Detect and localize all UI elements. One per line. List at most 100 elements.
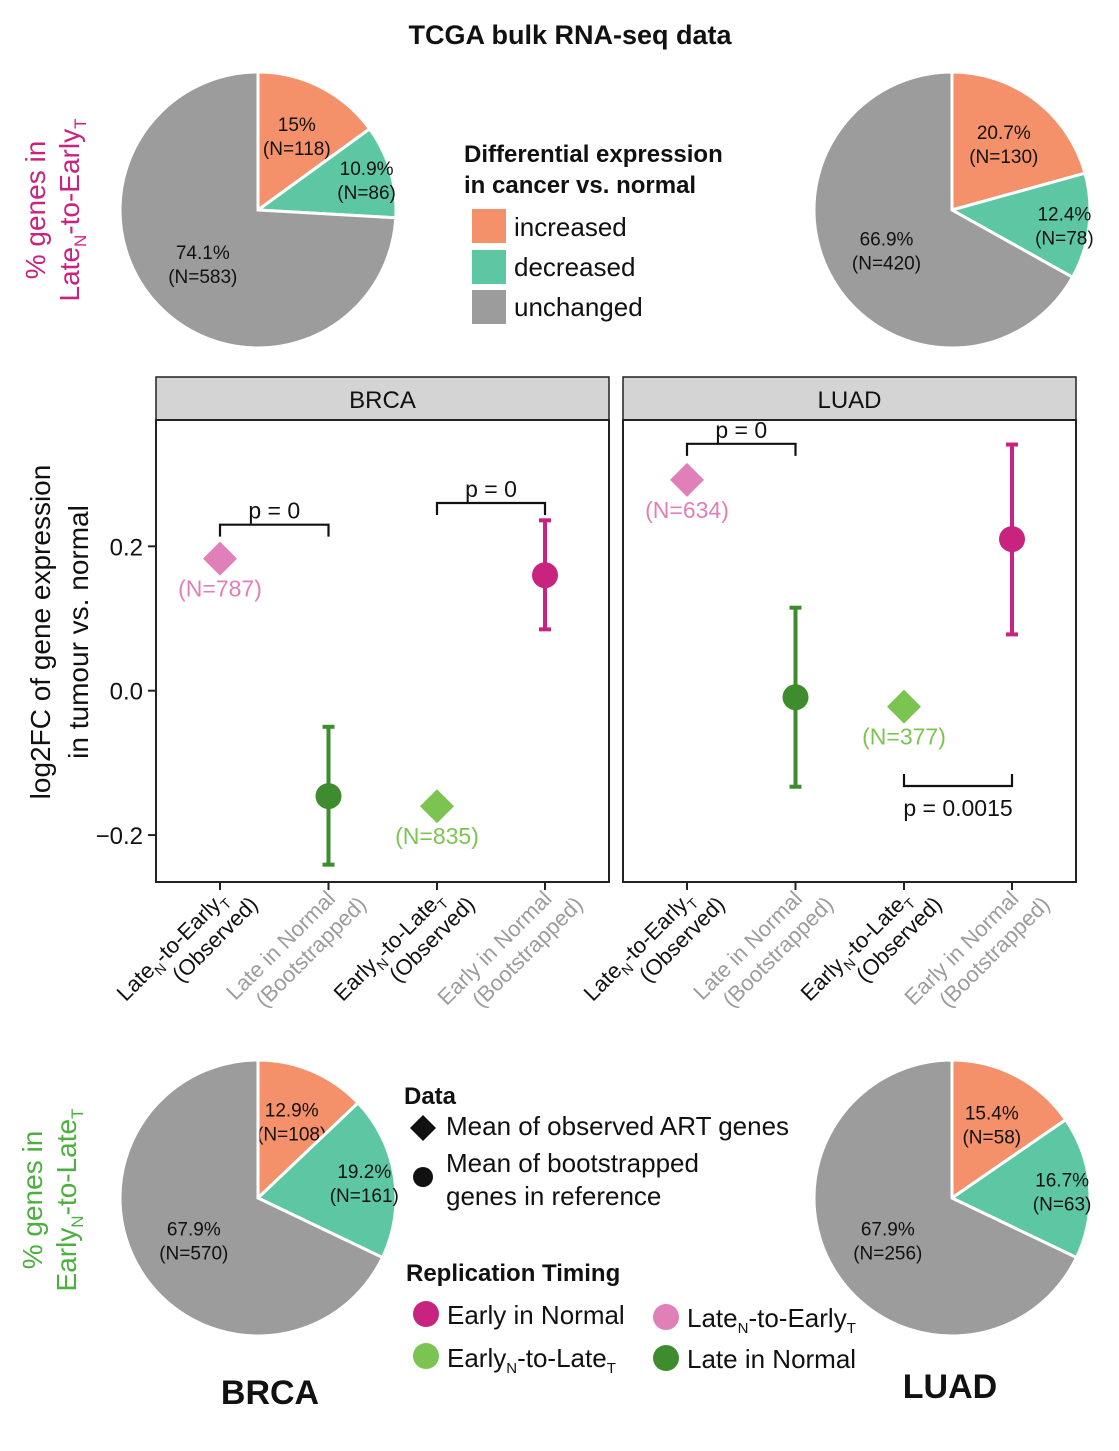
expression-legend-title-1: Differential expression — [464, 141, 723, 168]
data-legend-title: Data — [404, 1083, 457, 1110]
pie-slice-pct-label: 10.9% — [340, 159, 394, 180]
facet-label-brca: BRCA — [349, 387, 416, 414]
data-legend: Data Mean of observed ART genes Mean of … — [404, 1083, 789, 1211]
legend-diamond-label: Mean of observed ART genes — [446, 1111, 789, 1141]
mean-point-bootstrapped — [782, 684, 809, 711]
observed-count-label: (N=634) — [645, 497, 729, 523]
pie-slice-decreased — [255, 1100, 398, 1260]
observed-count-label: (N=787) — [178, 576, 262, 602]
pie-slice-n-label: (N=130) — [969, 147, 1038, 168]
row-label-top-line2: LateN-to-EarlyT — [54, 119, 90, 302]
legend-circle-symbol — [413, 1167, 433, 1187]
legend-circle-label-2: genes in reference — [446, 1181, 661, 1211]
replication-timing-legend: Replication Timing Early in Normal LateN… — [406, 1260, 856, 1377]
mean-point-observed — [420, 789, 454, 824]
y-axis-title: log2FC of gene expression in tumour vs. … — [25, 465, 94, 800]
pie-slice-n-label: (N=583) — [168, 267, 237, 288]
rt-dot-early-in-normal — [413, 1301, 439, 1327]
pie-slice-pct-label: 16.7% — [1035, 1170, 1089, 1191]
pie-slice-pct-label: 12.4% — [1037, 205, 1091, 226]
pie-slice-increased — [950, 1058, 1068, 1201]
row-label-bottom-line1: % genes in — [17, 1131, 48, 1270]
expression-legend-title-2: in cancer vs. normal — [464, 172, 696, 199]
pie-slice-increased — [256, 1058, 361, 1202]
pie-slice-n-label: (N=78) — [1035, 229, 1094, 250]
y-axis-title-line2: in tumour vs. normal — [63, 505, 94, 759]
significance-bracket — [435, 501, 547, 516]
mean-point-observed — [670, 462, 704, 497]
pie-slice-n-label: (N=161) — [330, 1186, 399, 1207]
legend-swatch-unchanged — [472, 290, 506, 324]
significance-bracket — [685, 442, 797, 456]
pie-slice-unchanged — [812, 1058, 1079, 1338]
legend-label-increased: increased — [514, 212, 627, 242]
y-axis: −0.2 0.0 0.2 — [96, 534, 156, 850]
pie-slice-decreased — [253, 126, 398, 220]
pie-slice-n-label: (N=118) — [263, 139, 331, 160]
facet-brca: BRCA p = 0 p = 0 (N=787) (N=835) — [155, 376, 610, 890]
pie-slice-increased — [950, 70, 1087, 212]
mean-point-observed — [887, 689, 921, 724]
rt-label-early-in-normal: Early in Normal — [447, 1300, 625, 1330]
pie-slice-pct-label: 67.9% — [861, 1220, 915, 1241]
significance-bracket — [218, 523, 330, 537]
figure-title: TCGA bulk RNA-seq data — [408, 20, 732, 50]
bottom-title-brca: BRCA — [221, 1374, 319, 1412]
pie-slice-pct-label: 12.9% — [265, 1100, 319, 1121]
p-value-label: p = 0 — [465, 476, 517, 502]
rt-dot-late-to-early — [653, 1304, 679, 1330]
rt-label-late-to-early: LateN-to-EarlyT — [687, 1303, 856, 1337]
rt-label-late-in-normal: Late in Normal — [687, 1344, 856, 1374]
pie-slice-n-label: (N=108) — [257, 1124, 326, 1145]
pie-slice-pct-label: 74.1% — [176, 243, 230, 264]
pie-slice-increased — [256, 70, 372, 213]
pie-slice-pct-label: 19.2% — [337, 1162, 391, 1183]
facet-strip-luad — [622, 376, 1077, 421]
mean-point-bootstrapped — [315, 783, 342, 810]
y-tick-label: −0.2 — [96, 823, 143, 850]
y-tick-label: 0.0 — [110, 679, 143, 706]
observed-count-label: (N=835) — [395, 823, 479, 849]
pie-early-to-late-luad: 15.4% (N=58) 16.7% (N=63) 67.9% (N=256) — [812, 1058, 1092, 1338]
mean-point-bootstrapped — [999, 526, 1025, 553]
pie-slice-n-label: (N=420) — [852, 253, 921, 274]
pie-slice-pct-label: 20.7% — [977, 123, 1031, 144]
mean-point-bootstrapped — [532, 562, 558, 589]
rt-label-early-to-late: EarlyN-to-LateT — [447, 1343, 616, 1377]
pie-slice-n-label: (N=86) — [337, 183, 396, 204]
pie-slice-pct-label: 66.9% — [860, 229, 914, 250]
pie-slice-decreased — [948, 171, 1092, 280]
facet-label-luad: LUAD — [817, 387, 881, 414]
legend-circle-label-1: Mean of bootstrapped — [446, 1148, 699, 1178]
pie-slice-unchanged — [118, 70, 398, 350]
pie-slice-n-label: (N=570) — [159, 1244, 228, 1265]
pie-slice-pct-label: 15% — [278, 115, 316, 136]
pie-slice-decreased — [949, 1117, 1092, 1260]
bottom-title-luad: LUAD — [903, 1368, 997, 1406]
legend-label-unchanged: unchanged — [514, 292, 643, 322]
expression-legend: Differential expression in cancer vs. no… — [464, 141, 723, 324]
rt-legend-title: Replication Timing — [406, 1260, 620, 1287]
significance-bracket — [902, 773, 1014, 788]
row-label-late-to-early: % genes in LateN-to-EarlyT — [20, 119, 90, 302]
p-value-label: p = 0.0015 — [903, 795, 1012, 821]
y-axis-title-line1: log2FC of gene expression — [25, 465, 56, 800]
legend-label-decreased: decreased — [514, 252, 635, 282]
pie-slice-pct-label: 67.9% — [167, 1220, 221, 1241]
facet-panel-brca — [155, 419, 610, 883]
pie-slice-unchanged — [812, 70, 1075, 350]
pie-slice-unchanged — [118, 1058, 385, 1338]
p-value-label: p = 0 — [248, 498, 300, 524]
pie-early-to-late-brca: 12.9% (N=108) 19.2% (N=161) 67.9% (N=570) — [118, 1058, 399, 1338]
rt-dot-late-in-normal — [653, 1345, 679, 1371]
row-label-top-line1: % genes in — [20, 141, 51, 280]
pie-slice-pct-label: 15.4% — [965, 1103, 1019, 1124]
legend-swatch-increased — [472, 209, 506, 243]
legend-diamond-symbol — [410, 1115, 436, 1141]
pie-late-to-early-brca: 15% (N=118) 10.9% (N=86) 74.1% (N=583) — [118, 70, 398, 350]
row-label-early-to-late: % genes in EarlyN-to-LateT — [17, 1109, 87, 1292]
facet-strip-brca — [155, 376, 610, 421]
pie-slice-n-label: (N=256) — [853, 1244, 922, 1265]
observed-count-label: (N=377) — [862, 724, 946, 750]
